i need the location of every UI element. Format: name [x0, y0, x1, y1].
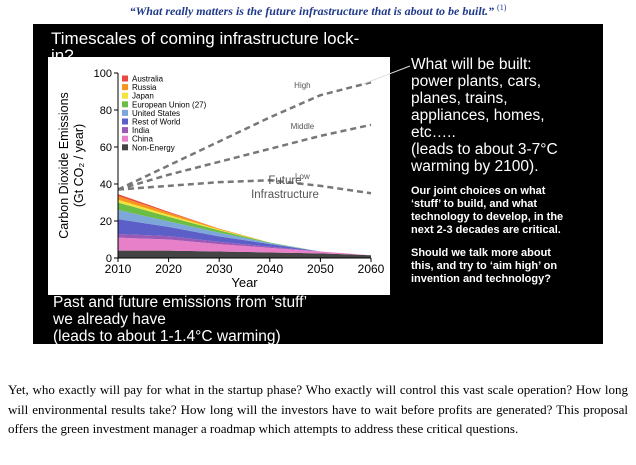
text-line: warming by 2100).	[411, 158, 539, 175]
legend-swatch	[122, 84, 128, 91]
legend-label: Non-Energy	[132, 143, 175, 152]
text-block: What will be built: power plants, cars, pl…	[411, 56, 601, 175]
x-tick-label: 2010	[105, 262, 132, 276]
y-tick-label: 100	[94, 68, 112, 80]
scenario-line	[117, 123, 372, 191]
slide: High Middle Low Future Infrastructure 0 20 40 60…	[33, 24, 603, 344]
text-line: ‘stuff’ to build, and what	[411, 198, 538, 210]
text-line: Should we talk more about	[411, 247, 551, 259]
x-axis-label: Year	[231, 275, 258, 290]
right-text: What will be built: power plants, cars, pl…	[411, 56, 601, 296]
text-line: technology to develop, in the	[411, 211, 564, 223]
legend-swatch	[122, 118, 128, 125]
legend-label: Australia	[132, 75, 164, 84]
x-tick-label: 2020	[155, 262, 182, 276]
text-line: (leads to about 1-1.4°C warming)	[53, 328, 281, 344]
legend-label: European Union (27)	[132, 100, 207, 109]
x-tick-label: 2030	[206, 262, 233, 276]
text-line: we already have	[53, 311, 166, 328]
scenario-line	[117, 81, 372, 191]
y-tick-label: 40	[100, 179, 112, 191]
pointer-line	[362, 65, 411, 85]
y-tick-label: 20	[100, 216, 112, 228]
quote: “What really matters is the future infra…	[0, 3, 636, 19]
text-line: What will be built:	[411, 56, 532, 73]
legend-swatch	[122, 75, 128, 82]
legend-label: Japan	[132, 92, 154, 101]
y-tick-label: 60	[100, 142, 112, 154]
legend-label: India	[132, 126, 150, 135]
text-line: power plants, cars,	[411, 73, 542, 90]
scenario-line	[117, 179, 372, 195]
paragraph: Yet, who exactly will pay for what in th…	[8, 382, 628, 436]
legend-swatch	[122, 109, 128, 116]
legend-label: China	[132, 135, 153, 144]
y-axis-label: (Gt CO₂ / year)	[72, 124, 86, 207]
text-block: Should we talk more about this, and try t…	[411, 247, 601, 286]
pointer-layer	[362, 65, 411, 85]
text-line: planes, trains,	[411, 90, 508, 107]
x-tick-label: 2040	[256, 262, 283, 276]
area	[118, 233, 371, 256]
text-line: etc…..	[411, 124, 456, 141]
text-line: Past and future emissions from ‘stuff’	[53, 294, 308, 311]
bottom-text: Past and future emissions from ‘stuff’ we…	[53, 294, 307, 344]
legend-swatch	[122, 101, 128, 108]
annotation: Future	[268, 175, 301, 187]
legend-swatch	[122, 144, 128, 151]
chart: HighMiddleLowFutureInfrastructure0204060…	[48, 57, 390, 295]
scenario-label: Low	[295, 172, 310, 181]
annotation: Infrastructure	[251, 189, 319, 201]
area	[118, 250, 371, 258]
text-line: Our joint choices on what	[411, 185, 546, 197]
text-line: invention and technology?	[411, 273, 551, 285]
text-line: (leads to about 3-7°C	[411, 141, 558, 158]
y-axis-label: Carbon Dioxide Emissions	[57, 92, 71, 239]
text-line: next 2-3 decades are critical.	[411, 224, 561, 236]
legend-label: United States	[132, 109, 180, 118]
scenario-label: Middle	[291, 122, 315, 131]
text-line: this, and try to ‘aim high’ on	[411, 260, 558, 272]
legend-label: Russia	[132, 83, 157, 92]
area	[118, 237, 371, 256]
text-line: appliances, homes,	[411, 107, 545, 124]
y-tick-label: 80	[100, 105, 112, 117]
legend-label: Rest of World	[132, 118, 180, 127]
legend-swatch	[122, 135, 128, 142]
text-block: Our joint choices on what ‘stuff’ to buil…	[411, 185, 601, 237]
footnote-ref: (1)	[497, 3, 507, 12]
slide-title: Timescales of coming infrastructure lock…	[51, 29, 360, 65]
legend-swatch	[122, 92, 128, 99]
quote-text: “What really matters is the future infra…	[129, 4, 495, 18]
x-tick-label: 2060	[358, 262, 385, 276]
x-tick-label: 2050	[307, 262, 334, 276]
y-tick-label: 0	[106, 253, 112, 265]
scenario-label: High	[294, 81, 310, 90]
legend-swatch	[122, 127, 128, 134]
